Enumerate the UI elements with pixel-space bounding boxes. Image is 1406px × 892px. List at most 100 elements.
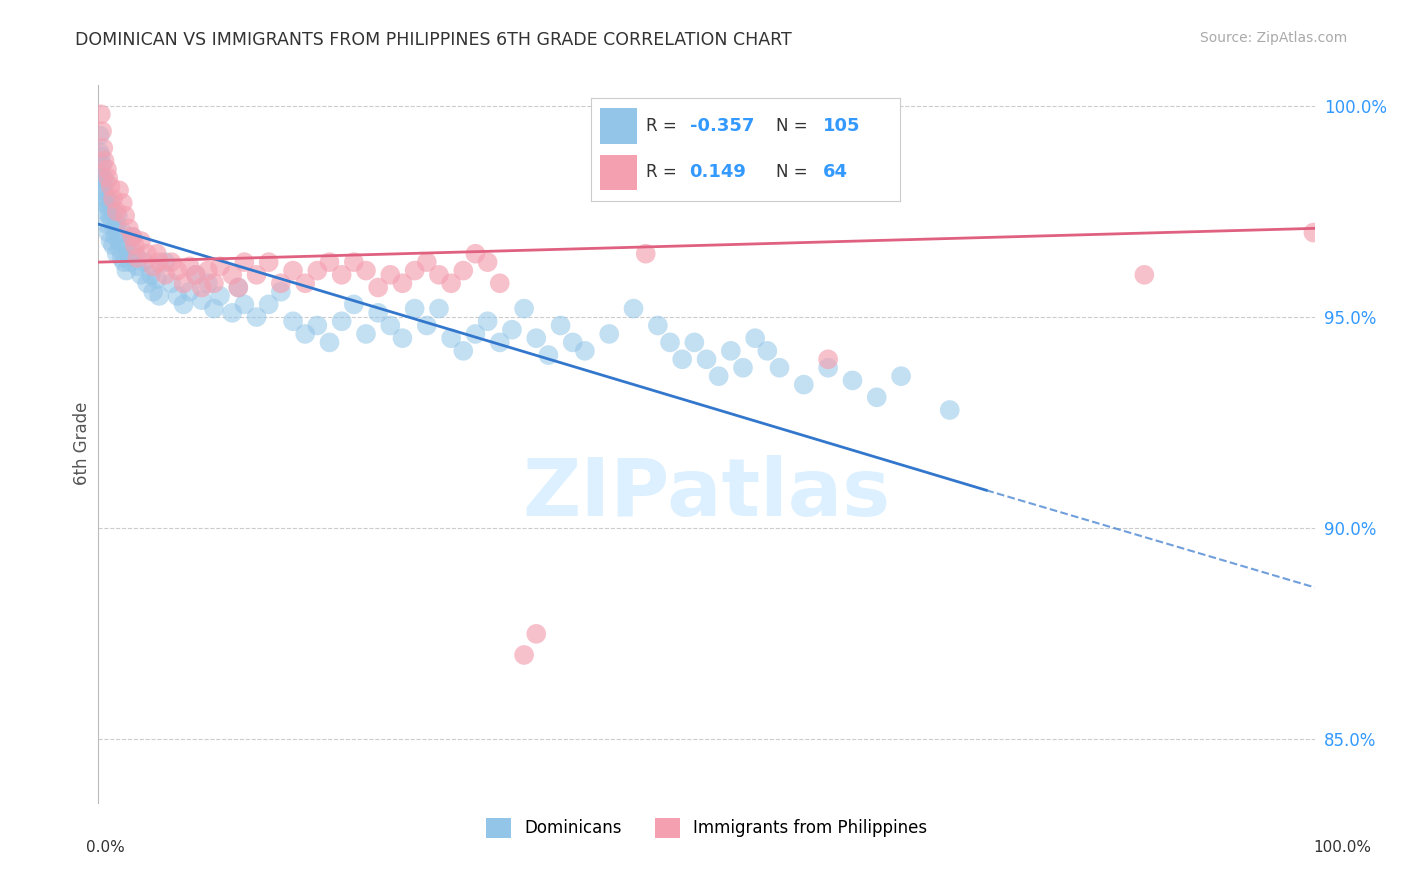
- Point: [91, 170, 114, 185]
- Point: [121, 229, 143, 244]
- Point: [793, 377, 815, 392]
- Point: [184, 268, 207, 282]
- Point: [110, 251, 132, 265]
- Point: [281, 263, 304, 277]
- Point: [477, 314, 499, 328]
- Point: [307, 263, 329, 277]
- Point: [416, 318, 439, 333]
- Text: 105: 105: [823, 118, 860, 136]
- Point: [101, 192, 124, 206]
- Text: N =: N =: [776, 163, 813, 181]
- Point: [671, 352, 693, 367]
- Point: [464, 326, 486, 341]
- Point: [343, 255, 366, 269]
- Point: [127, 260, 149, 274]
- Point: [173, 277, 195, 291]
- Point: [127, 251, 149, 265]
- Text: R =: R =: [647, 118, 682, 136]
- Point: [105, 217, 128, 231]
- Point: [91, 183, 114, 197]
- Point: [440, 277, 463, 291]
- Point: [330, 268, 353, 282]
- Point: [90, 149, 112, 163]
- Point: [136, 277, 159, 291]
- Point: [367, 306, 389, 320]
- Point: [114, 238, 136, 252]
- Point: [107, 209, 129, 223]
- Point: [111, 226, 134, 240]
- Point: [221, 306, 243, 320]
- Point: [817, 360, 839, 375]
- Point: [683, 335, 706, 350]
- Point: [100, 196, 122, 211]
- Point: [756, 343, 779, 358]
- Point: [89, 128, 111, 143]
- Point: [453, 343, 475, 358]
- Point: [148, 255, 170, 269]
- Point: [148, 289, 170, 303]
- Point: [191, 293, 214, 307]
- Point: [513, 301, 536, 316]
- Point: [118, 255, 141, 269]
- Point: [100, 234, 122, 248]
- FancyBboxPatch shape: [600, 108, 637, 145]
- Point: [416, 255, 439, 269]
- Point: [89, 145, 111, 160]
- Point: [110, 243, 132, 257]
- Point: [391, 277, 413, 291]
- Point: [330, 314, 353, 328]
- Point: [134, 255, 156, 269]
- Point: [160, 255, 183, 269]
- Point: [524, 331, 547, 345]
- Point: [91, 179, 114, 194]
- Point: [191, 280, 214, 294]
- Text: 0.149: 0.149: [689, 163, 747, 181]
- Point: [477, 255, 499, 269]
- Point: [111, 196, 134, 211]
- Point: [343, 297, 366, 311]
- Point: [707, 369, 730, 384]
- Point: [142, 285, 165, 299]
- Point: [101, 213, 124, 227]
- Point: [307, 318, 329, 333]
- Text: ZIPatlas: ZIPatlas: [523, 455, 890, 533]
- Point: [96, 192, 118, 206]
- Point: [404, 301, 426, 316]
- Point: [103, 221, 125, 235]
- Point: [184, 268, 207, 282]
- Point: [166, 263, 188, 277]
- Point: [96, 217, 118, 231]
- Point: [121, 229, 143, 244]
- Point: [97, 170, 120, 185]
- Point: [1133, 268, 1156, 282]
- Point: [257, 297, 280, 311]
- Point: [294, 277, 316, 291]
- Point: [427, 268, 450, 282]
- Point: [142, 260, 165, 274]
- Point: [380, 318, 402, 333]
- Point: [939, 403, 962, 417]
- Point: [245, 268, 267, 282]
- Point: [488, 335, 510, 350]
- Point: [202, 277, 225, 291]
- Point: [108, 234, 131, 248]
- Text: R =: R =: [647, 163, 682, 181]
- Point: [166, 289, 188, 303]
- Point: [318, 255, 340, 269]
- Point: [890, 369, 912, 384]
- Point: [440, 331, 463, 345]
- Point: [118, 221, 141, 235]
- Point: [91, 124, 114, 138]
- Point: [647, 318, 669, 333]
- Point: [623, 301, 645, 316]
- Legend: Dominicans, Immigrants from Philippines: Dominicans, Immigrants from Philippines: [479, 811, 934, 845]
- Point: [464, 246, 486, 260]
- Point: [318, 335, 340, 350]
- Text: N =: N =: [776, 118, 813, 136]
- Point: [270, 285, 292, 299]
- Point: [129, 234, 152, 248]
- Text: 64: 64: [823, 163, 848, 181]
- Point: [94, 204, 117, 219]
- Point: [453, 263, 475, 277]
- Point: [100, 179, 122, 194]
